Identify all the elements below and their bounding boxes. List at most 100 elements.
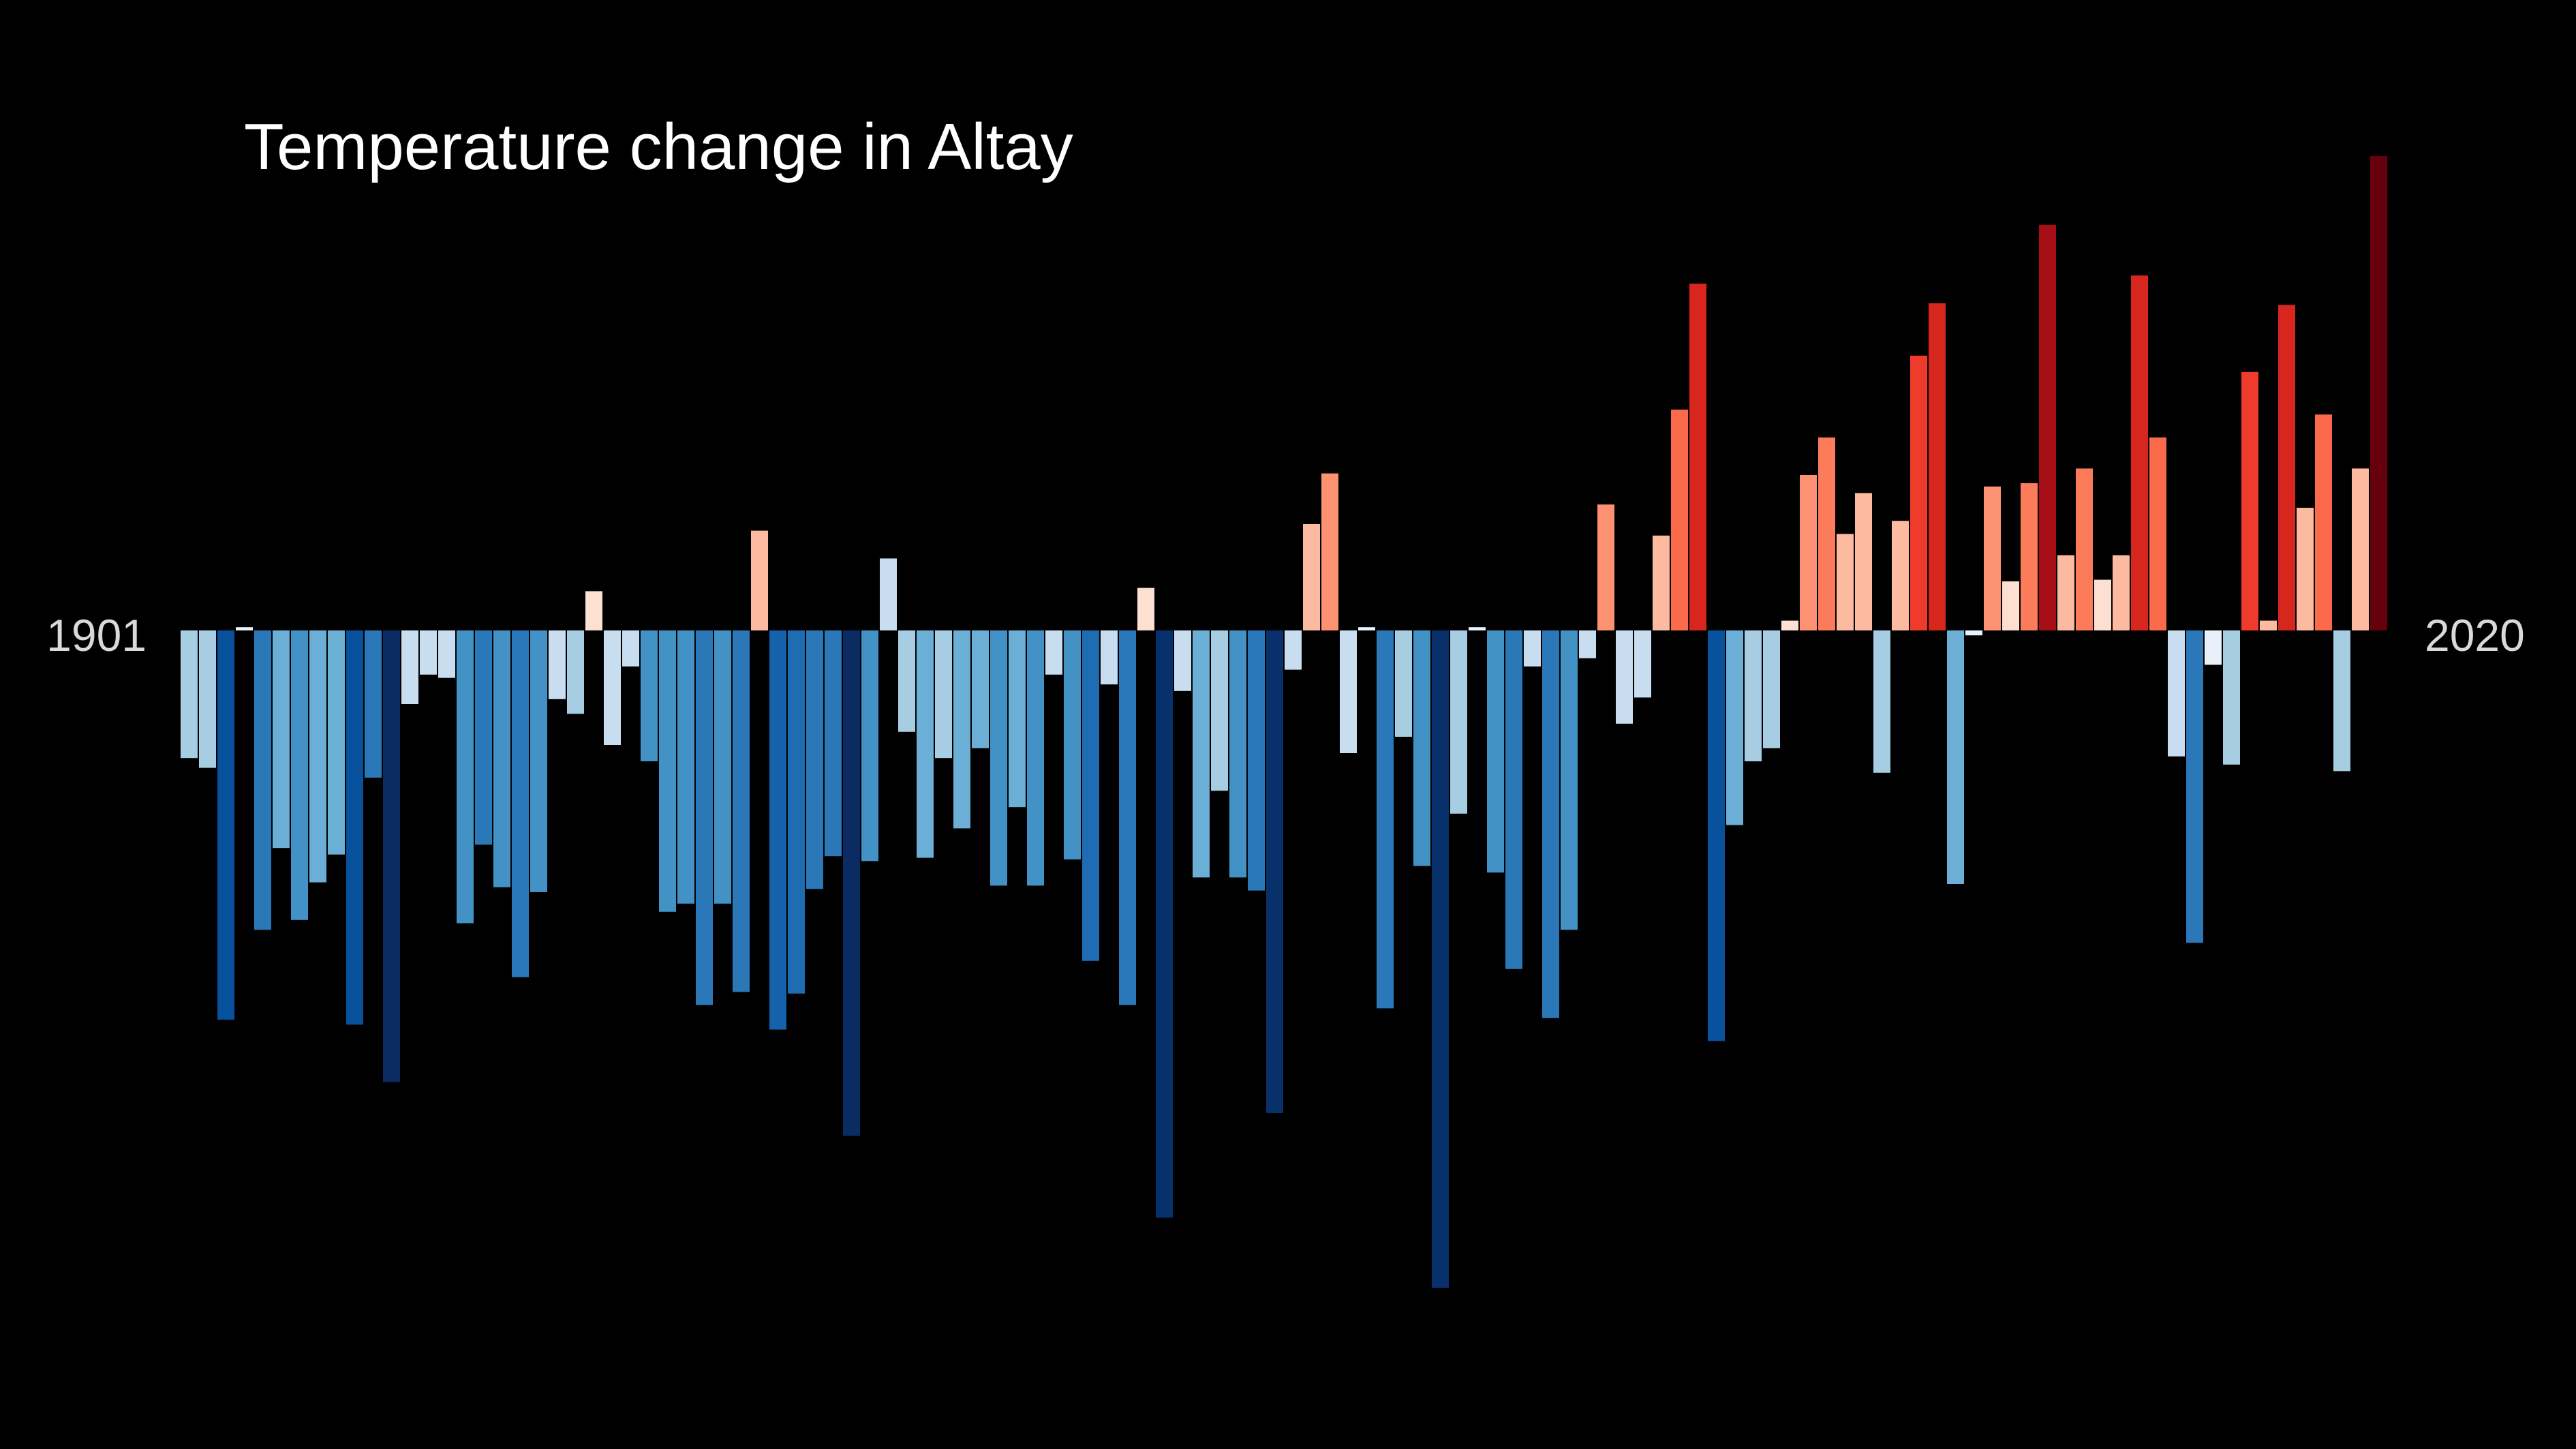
- end-year-label: 2020: [2425, 610, 2525, 660]
- bar-1995: [1910, 355, 1927, 630]
- bar-2000: [2002, 581, 2019, 630]
- bar-1977: [1579, 630, 1596, 658]
- bar-1943: [953, 630, 970, 829]
- bar-1963: [1321, 473, 1338, 630]
- bar-1978: [1597, 504, 1614, 630]
- bar-1964: [1340, 630, 1357, 753]
- bar-1904: [236, 627, 253, 630]
- bar-1988: [1781, 620, 1798, 630]
- bar-1913: [401, 630, 418, 704]
- bar-1992: [1855, 493, 1872, 630]
- bar-1985: [1726, 630, 1743, 825]
- bar-1954: [1156, 630, 1173, 1218]
- bar-2015: [2278, 305, 2295, 630]
- bar-2014: [2260, 620, 2277, 630]
- bar-1919: [512, 630, 529, 977]
- bar-1947: [1027, 630, 1044, 886]
- bar-1958: [1229, 630, 1246, 878]
- bar-1932: [751, 530, 768, 630]
- bar-2010: [2186, 630, 2203, 943]
- bar-1937: [843, 630, 860, 1136]
- bar-1953: [1137, 588, 1154, 630]
- bar-1928: [677, 630, 694, 904]
- bar-2001: [2021, 483, 2038, 630]
- bar-2017: [2315, 414, 2332, 630]
- bar-1909: [328, 630, 345, 855]
- bar-1981: [1653, 535, 1670, 630]
- bar-1956: [1193, 630, 1210, 878]
- bar-1950: [1082, 630, 1099, 961]
- bar-1930: [714, 630, 731, 904]
- bar-1916: [457, 630, 474, 924]
- bar-1996: [1929, 303, 1946, 630]
- bar-1987: [1763, 630, 1780, 748]
- bar-1970: [1450, 630, 1467, 814]
- bar-2006: [2113, 555, 2130, 630]
- start-year-label: 1901: [46, 610, 147, 660]
- bar-1936: [825, 630, 842, 857]
- bar-1967: [1395, 630, 1412, 737]
- bar-1929: [696, 630, 713, 1005]
- bar-1980: [1634, 630, 1651, 698]
- bar-1972: [1487, 630, 1504, 873]
- bar-1906: [273, 630, 290, 849]
- bar-1935: [806, 630, 823, 889]
- bar-1921: [549, 630, 566, 699]
- bar-1925: [622, 630, 639, 667]
- bar-1914: [420, 630, 437, 675]
- bar-1997: [1947, 630, 1964, 884]
- bar-1982: [1671, 410, 1688, 630]
- bar-1986: [1745, 630, 1762, 761]
- bar-1912: [383, 630, 400, 1082]
- bar-1979: [1616, 630, 1633, 724]
- bar-1931: [733, 630, 750, 992]
- bar-1952: [1119, 630, 1136, 1005]
- bar-1993: [1873, 630, 1890, 773]
- bar-1901: [181, 630, 198, 759]
- bar-1911: [365, 630, 382, 778]
- bar-1989: [1800, 475, 1817, 630]
- bar-2019: [2352, 468, 2369, 630]
- bar-1939: [880, 558, 897, 630]
- bar-1975: [1542, 630, 1559, 1018]
- bar-1922: [567, 630, 584, 714]
- bar-1990: [1818, 437, 1835, 630]
- chart-title: Temperature change in Altay: [244, 110, 1073, 183]
- bar-2005: [2094, 579, 2111, 630]
- bar-2013: [2241, 371, 2258, 630]
- bar-1994: [1892, 521, 1909, 630]
- bar-1910: [346, 630, 363, 1025]
- bar-1973: [1505, 630, 1522, 969]
- bar-1934: [788, 630, 805, 994]
- bar-1976: [1561, 630, 1578, 930]
- bar-2008: [2149, 437, 2166, 630]
- bar-1926: [641, 630, 658, 761]
- bar-1942: [935, 630, 952, 759]
- bar-1945: [990, 630, 1007, 886]
- bar-2012: [2223, 630, 2240, 765]
- bar-2004: [2076, 468, 2093, 630]
- bar-1959: [1248, 630, 1265, 891]
- bar-2016: [2297, 508, 2314, 630]
- bar-1924: [604, 630, 621, 745]
- bar-1966: [1377, 630, 1394, 1009]
- bar-2009: [2168, 630, 2185, 757]
- bar-1984: [1708, 630, 1725, 1041]
- bar-1905: [254, 630, 271, 930]
- bar-1915: [438, 630, 455, 678]
- bar-1908: [309, 630, 326, 883]
- bar-1946: [1009, 630, 1026, 808]
- bar-2018: [2333, 630, 2350, 772]
- bar-2011: [2205, 630, 2222, 665]
- bar-1965: [1358, 627, 1375, 630]
- bar-1944: [972, 630, 989, 748]
- bar-1999: [1984, 486, 2001, 630]
- bar-1907: [291, 630, 308, 920]
- bar-1917: [475, 630, 492, 845]
- bar-1948: [1045, 630, 1062, 675]
- bar-1961: [1285, 630, 1302, 670]
- bar-1941: [917, 630, 934, 858]
- bar-1951: [1101, 630, 1118, 685]
- bar-series: [181, 156, 2387, 1288]
